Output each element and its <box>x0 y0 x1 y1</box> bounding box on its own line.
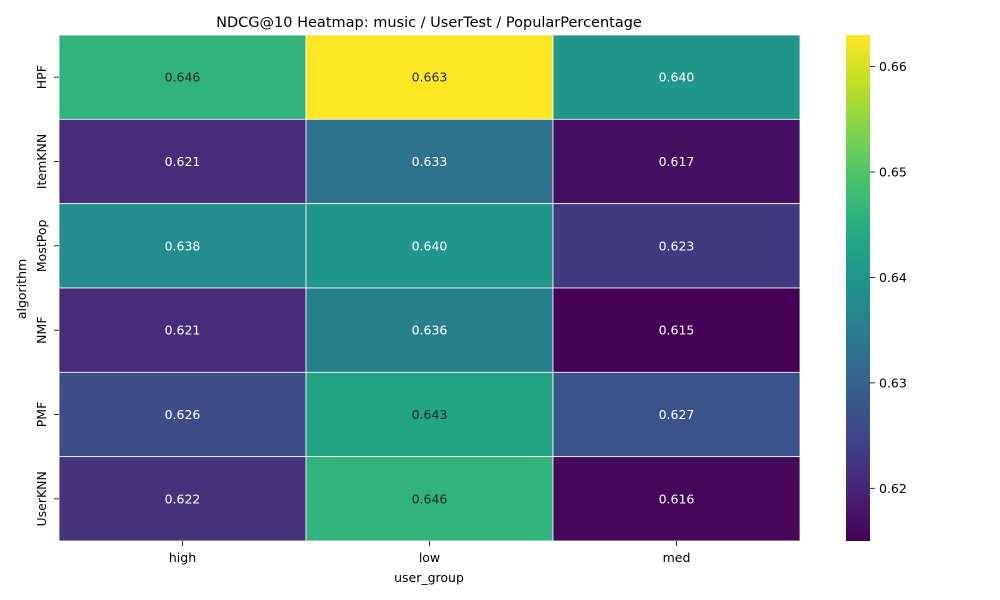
colorbar-tick-label: 0.66 <box>879 59 907 74</box>
heatmap-cell <box>552 34 801 120</box>
x-axis-label: user_group <box>394 570 464 585</box>
heatmap-cell <box>58 34 307 120</box>
heatmap-cell <box>552 371 801 458</box>
cell-value-label: 0.617 <box>659 154 695 169</box>
cell-value-label: 0.640 <box>412 238 448 253</box>
heatmap-cell <box>305 371 554 458</box>
heatmap-cell <box>552 456 801 542</box>
cell-value-label: 0.646 <box>412 491 448 506</box>
cell-value-label: 0.643 <box>412 407 448 422</box>
cell-value-label: 0.627 <box>659 407 695 422</box>
cell-value-label: 0.633 <box>412 154 448 169</box>
cell-value-label: 0.616 <box>659 491 695 506</box>
heatmap-cell <box>305 456 554 542</box>
cell-value-label: 0.663 <box>412 70 448 85</box>
cell-value-label: 0.623 <box>659 238 695 253</box>
x-tick-label: high <box>169 550 196 565</box>
chart-title: NDCG@10 Heatmap: music / UserTest / Popu… <box>216 15 642 31</box>
y-axis: HPF ItemKNN MostPop NMF PMF UserKNN <box>34 65 59 527</box>
cell-value-label: 0.640 <box>659 70 695 85</box>
cell-value-label: 0.636 <box>412 323 448 338</box>
colorbar-gradient <box>846 35 870 541</box>
cell-value-label: 0.638 <box>165 238 201 253</box>
cell-value-label: 0.626 <box>165 407 201 422</box>
heatmap-cell <box>305 34 554 120</box>
cell-value-label: 0.622 <box>165 491 201 506</box>
cell-value-label: 0.621 <box>165 323 201 338</box>
y-tick-label: PMF <box>34 402 49 428</box>
cell-value-label: 0.621 <box>165 154 201 169</box>
y-tick-label: HPF <box>34 65 49 89</box>
colorbar-tick-label: 0.64 <box>879 270 907 285</box>
heatmap-cell <box>552 118 801 205</box>
x-tick-label: low <box>419 550 440 565</box>
colorbar: 0.62 0.63 0.64 0.65 0.66 <box>846 35 907 541</box>
x-tick-label: med <box>663 550 691 565</box>
colorbar-tick-label: 0.62 <box>879 481 907 496</box>
cell-value-label: 0.646 <box>165 70 201 85</box>
y-tick-label: ItemKNN <box>34 134 49 189</box>
y-axis-label: algorithm <box>14 259 29 319</box>
colorbar-tick-label: 0.65 <box>879 165 907 180</box>
y-tick-label: NMF <box>34 317 49 344</box>
y-tick-label: UserKNN <box>34 471 49 526</box>
cell-value-label: 0.615 <box>659 323 695 338</box>
heatmap-cell <box>305 203 554 289</box>
colorbar-tick-label: 0.63 <box>879 375 907 390</box>
heatmap-cell <box>305 118 554 205</box>
y-tick-label: MostPop <box>34 220 49 273</box>
heatmap-cell <box>58 371 307 458</box>
heatmap-cell <box>58 287 307 373</box>
heatmap-cell <box>58 118 307 205</box>
heatmap-cell <box>58 203 307 289</box>
heatmap-cells: 0.646 0.663 0.640 0.621 0.633 0.617 0.638 0.640… <box>58 34 801 542</box>
heatmap-cell <box>552 287 801 373</box>
x-axis: high low med <box>169 541 691 565</box>
